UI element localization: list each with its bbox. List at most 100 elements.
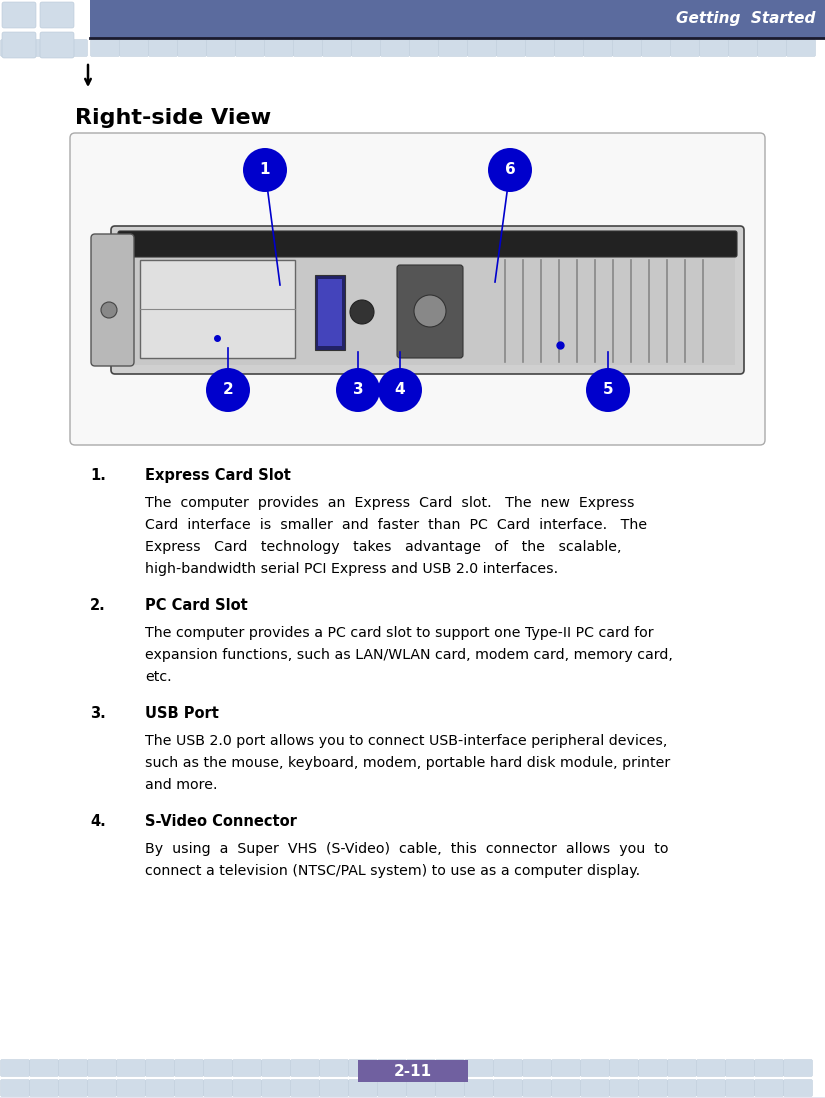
FancyBboxPatch shape: [725, 1079, 755, 1097]
FancyBboxPatch shape: [725, 1060, 755, 1076]
Bar: [90, 0, 825, 38]
FancyBboxPatch shape: [118, 231, 737, 257]
Text: Getting  Started: Getting Started: [676, 11, 815, 26]
FancyBboxPatch shape: [1, 1079, 30, 1097]
Circle shape: [243, 148, 287, 192]
FancyBboxPatch shape: [2, 32, 36, 58]
Text: The computer provides a PC card slot to support one Type-II PC card for: The computer provides a PC card slot to …: [145, 626, 653, 640]
FancyBboxPatch shape: [551, 1060, 581, 1076]
FancyBboxPatch shape: [206, 40, 235, 56]
Circle shape: [414, 295, 446, 327]
FancyBboxPatch shape: [551, 1079, 581, 1097]
FancyBboxPatch shape: [784, 1060, 813, 1076]
FancyBboxPatch shape: [380, 40, 409, 56]
Text: etc.: etc.: [145, 670, 172, 684]
FancyBboxPatch shape: [91, 40, 120, 56]
FancyBboxPatch shape: [116, 1079, 145, 1097]
Text: 3.: 3.: [90, 706, 106, 721]
FancyBboxPatch shape: [59, 1060, 87, 1076]
FancyBboxPatch shape: [436, 1079, 464, 1097]
FancyBboxPatch shape: [581, 1060, 610, 1076]
FancyBboxPatch shape: [407, 1060, 436, 1076]
Text: such as the mouse, keyboard, modem, portable hard disk module, printer: such as the mouse, keyboard, modem, port…: [145, 757, 670, 770]
Bar: [357, 1060, 468, 1082]
FancyBboxPatch shape: [407, 1079, 436, 1097]
FancyBboxPatch shape: [728, 40, 757, 56]
FancyBboxPatch shape: [436, 1060, 464, 1076]
FancyBboxPatch shape: [262, 1079, 290, 1097]
Text: 6: 6: [505, 163, 516, 178]
Text: 1.: 1.: [90, 468, 106, 483]
FancyBboxPatch shape: [175, 1079, 204, 1097]
FancyBboxPatch shape: [59, 40, 87, 56]
FancyBboxPatch shape: [323, 40, 351, 56]
FancyBboxPatch shape: [319, 1060, 348, 1076]
FancyBboxPatch shape: [610, 1079, 639, 1097]
FancyBboxPatch shape: [667, 1079, 696, 1097]
FancyBboxPatch shape: [319, 1079, 348, 1097]
Text: PC Card Slot: PC Card Slot: [145, 598, 248, 613]
FancyBboxPatch shape: [581, 1079, 610, 1097]
FancyBboxPatch shape: [554, 40, 583, 56]
FancyBboxPatch shape: [700, 40, 728, 56]
FancyBboxPatch shape: [468, 40, 497, 56]
FancyBboxPatch shape: [262, 1060, 290, 1076]
FancyBboxPatch shape: [378, 1060, 407, 1076]
Text: high-bandwidth serial PCI Express and USB 2.0 interfaces.: high-bandwidth serial PCI Express and US…: [145, 562, 559, 576]
FancyBboxPatch shape: [1, 40, 30, 56]
FancyBboxPatch shape: [148, 40, 177, 56]
FancyBboxPatch shape: [696, 1060, 725, 1076]
Text: Right-side View: Right-side View: [75, 108, 271, 128]
Circle shape: [378, 368, 422, 412]
FancyBboxPatch shape: [145, 1060, 175, 1076]
Circle shape: [488, 148, 532, 192]
FancyBboxPatch shape: [120, 255, 735, 365]
FancyBboxPatch shape: [318, 279, 342, 346]
Text: expansion functions, such as LAN/WLAN card, modem card, memory card,: expansion functions, such as LAN/WLAN ca…: [145, 648, 673, 662]
FancyBboxPatch shape: [493, 1079, 522, 1097]
FancyBboxPatch shape: [464, 1079, 493, 1097]
Text: The USB 2.0 port allows you to connect USB-interface peripheral devices,: The USB 2.0 port allows you to connect U…: [145, 733, 667, 748]
Text: 4: 4: [394, 382, 405, 397]
FancyBboxPatch shape: [70, 133, 765, 445]
FancyBboxPatch shape: [696, 1079, 725, 1097]
FancyBboxPatch shape: [40, 2, 74, 29]
FancyBboxPatch shape: [30, 1079, 59, 1097]
FancyBboxPatch shape: [667, 1060, 696, 1076]
Text: S-Video Connector: S-Video Connector: [145, 814, 297, 829]
FancyBboxPatch shape: [348, 1079, 378, 1097]
FancyBboxPatch shape: [755, 1060, 784, 1076]
FancyBboxPatch shape: [40, 32, 74, 58]
Text: Card  interface  is  smaller  and  faster  than  PC  Card  interface.   The: Card interface is smaller and faster tha…: [145, 518, 647, 533]
FancyBboxPatch shape: [204, 1079, 233, 1097]
FancyBboxPatch shape: [526, 40, 554, 56]
FancyBboxPatch shape: [177, 40, 206, 56]
FancyBboxPatch shape: [786, 40, 815, 56]
Text: USB Port: USB Port: [145, 706, 219, 721]
FancyBboxPatch shape: [30, 1060, 59, 1076]
Text: 5: 5: [603, 382, 613, 397]
Text: 2-11: 2-11: [394, 1064, 431, 1078]
FancyBboxPatch shape: [348, 1060, 378, 1076]
FancyBboxPatch shape: [120, 40, 148, 56]
FancyBboxPatch shape: [59, 1079, 87, 1097]
Text: By  using  a  Super  VHS  (S-Video)  cable,  this  connector  allows  you  to: By using a Super VHS (S-Video) cable, th…: [145, 842, 668, 856]
FancyBboxPatch shape: [610, 1060, 639, 1076]
FancyBboxPatch shape: [493, 1060, 522, 1076]
Circle shape: [336, 368, 380, 412]
FancyBboxPatch shape: [522, 1060, 551, 1076]
FancyBboxPatch shape: [265, 40, 294, 56]
FancyBboxPatch shape: [233, 1079, 262, 1097]
FancyBboxPatch shape: [642, 40, 671, 56]
FancyBboxPatch shape: [639, 1079, 667, 1097]
FancyBboxPatch shape: [1, 1060, 30, 1076]
FancyBboxPatch shape: [294, 40, 323, 56]
Circle shape: [206, 368, 250, 412]
FancyBboxPatch shape: [757, 40, 786, 56]
FancyBboxPatch shape: [378, 1079, 407, 1097]
FancyBboxPatch shape: [351, 40, 380, 56]
FancyBboxPatch shape: [290, 1060, 319, 1076]
FancyBboxPatch shape: [315, 274, 345, 350]
FancyBboxPatch shape: [145, 1079, 175, 1097]
FancyBboxPatch shape: [397, 265, 463, 358]
